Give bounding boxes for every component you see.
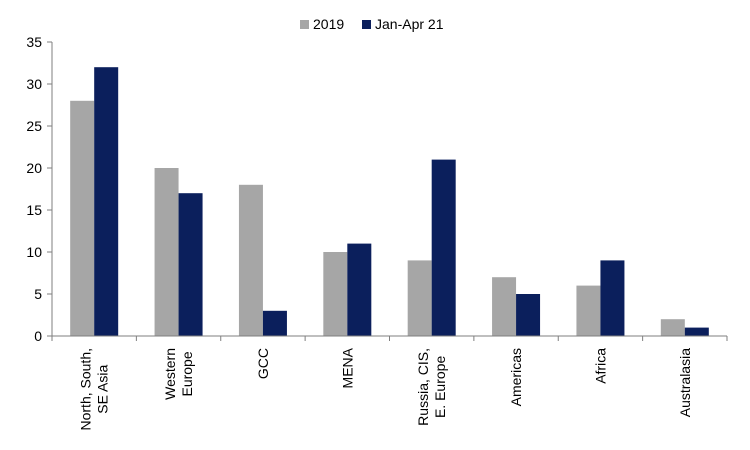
category-label-line: North, South, — [78, 348, 94, 431]
bar-series2 — [600, 260, 625, 336]
category-label: GCC — [255, 348, 271, 379]
bar-series2 — [178, 193, 203, 336]
bar-series1 — [407, 260, 432, 336]
bar-series2 — [684, 327, 709, 336]
bar-series1 — [660, 319, 685, 336]
bar-series1 — [70, 100, 95, 336]
category-label: Africa — [592, 348, 608, 384]
y-tick-label: 5 — [34, 286, 42, 302]
bar-series1 — [238, 184, 263, 336]
category-label-line: Africa — [592, 348, 608, 384]
category-label: Australasia — [677, 348, 693, 417]
bar-series1 — [576, 285, 601, 336]
category-label-line: Americas — [508, 348, 524, 406]
bar-series2 — [347, 243, 372, 336]
bar-series2 — [262, 310, 287, 336]
y-tick-label: 30 — [26, 76, 42, 92]
category-label: WesternEurope — [162, 348, 195, 400]
category-label: North, South,SE Asia — [78, 348, 111, 431]
category-label: MENA — [339, 347, 355, 388]
y-tick-label: 15 — [26, 202, 42, 218]
category-label-line: GCC — [255, 348, 271, 379]
category-label-line: Russia, CIS, — [415, 348, 431, 426]
y-tick-label: 20 — [26, 160, 42, 176]
y-tick-label: 35 — [26, 34, 42, 50]
category-label-line: Western — [162, 348, 178, 400]
bar-series1 — [323, 252, 348, 336]
y-tick-label: 25 — [26, 118, 42, 134]
category-label-line: E. Europe — [432, 356, 448, 418]
bar-series1 — [154, 168, 179, 336]
y-tick-label: 10 — [26, 244, 42, 260]
y-axis: 0 5 10 15 20 25 30 35 — [26, 34, 53, 344]
bar-series2 — [431, 159, 456, 336]
bar-series2 — [94, 67, 119, 336]
category-label-line: SE Asia — [95, 365, 111, 414]
category-label-line: MENA — [339, 347, 355, 388]
bar-series1 — [492, 277, 517, 336]
category-label: Americas — [508, 348, 524, 406]
bars — [70, 67, 709, 336]
category-label: Russia, CIS,E. Europe — [415, 348, 448, 426]
legend-label: 2019 — [313, 16, 344, 32]
legend-label: Jan-Apr 21 — [375, 16, 444, 32]
y-tick-label: 0 — [34, 328, 42, 344]
category-label-line: Australasia — [677, 348, 693, 417]
bar-series2 — [516, 294, 541, 336]
legend-swatch — [300, 20, 309, 29]
x-axis: North, South,SE Asia WesternEurope GCC MENA… — [51, 335, 728, 431]
legend-swatch — [362, 20, 371, 29]
category-label-line: Europe — [179, 351, 195, 396]
legend: 2019 Jan-Apr 21 — [300, 16, 444, 32]
